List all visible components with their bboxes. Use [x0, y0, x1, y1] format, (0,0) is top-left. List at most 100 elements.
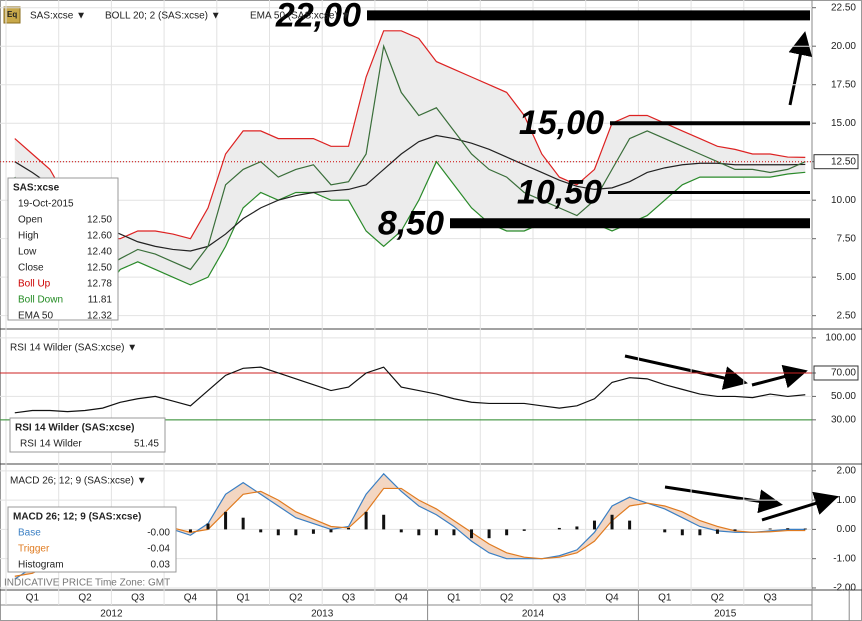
quarter-label: Q1 — [236, 593, 250, 604]
y-tick-label: -2.00 — [833, 583, 856, 594]
histogram-bar — [417, 529, 421, 536]
info-row-value: 12.32 — [87, 311, 112, 322]
info-row-label: Open — [18, 215, 42, 226]
info-row-value: -0.04 — [147, 544, 170, 555]
tick-box — [813, 365, 859, 381]
histogram-bar — [399, 529, 403, 533]
y-tick-label: 70.00 — [831, 368, 856, 379]
histogram-bar — [505, 529, 509, 536]
histogram-bar — [452, 529, 456, 536]
histogram-bar — [698, 529, 702, 536]
info-box — [7, 506, 177, 573]
arrow — [788, 31, 813, 106]
y-tick-label: 2.00 — [837, 465, 857, 476]
quarter-label: Q3 — [553, 593, 567, 604]
histogram-bar — [241, 517, 245, 530]
info-row-value: 12.50 — [87, 215, 112, 226]
quarter-label: Q1 — [447, 593, 461, 604]
y-tick-label: 2.50 — [837, 310, 857, 321]
year-label: 2012 — [100, 609, 123, 620]
info-row-value: 12.40 — [87, 247, 112, 258]
year-label: 2014 — [522, 609, 545, 620]
arrow — [664, 485, 783, 514]
series-line — [14, 366, 806, 414]
y-tick-label: 50.00 — [831, 391, 856, 402]
info-row-value: 12.50 — [87, 263, 112, 274]
histogram-bar — [663, 529, 667, 533]
info-box — [9, 417, 166, 453]
y-tick-label: 1.00 — [837, 495, 857, 506]
quarter-label: Q2 — [289, 593, 303, 604]
quarter-label: Q4 — [184, 593, 198, 604]
histogram-bar — [311, 529, 315, 534]
y-tick-label: 22.50 — [831, 2, 856, 13]
quarter-label: Q4 — [395, 593, 409, 604]
year-label: 2013 — [311, 609, 334, 620]
histogram-bar — [786, 528, 790, 530]
info-row-label: Boll Down — [18, 295, 63, 306]
quarter-label: Q4 — [605, 593, 619, 604]
toolbar-item: SAS:xcse ▼ — [30, 11, 86, 22]
info-row-label: Close — [18, 263, 44, 274]
histogram-bar — [768, 528, 772, 530]
histogram-bar — [188, 529, 192, 533]
histogram-bar — [592, 520, 596, 530]
quarter-label: Q3 — [763, 593, 777, 604]
histogram-bar — [470, 529, 474, 539]
quarter-label: Q3 — [131, 593, 145, 604]
series-line — [14, 30, 806, 240]
last-value-label: 12.50 — [831, 156, 856, 167]
info-row-label: Histogram — [18, 560, 64, 571]
series-line — [14, 43, 806, 278]
level-label: 8,50 — [378, 204, 444, 242]
info-row-label: RSI 14 Wilder — [20, 439, 82, 450]
info-box-title: MACD 26; 12; 9 (SAS:xcse) — [13, 512, 141, 523]
y-tick-label: 30.00 — [831, 414, 856, 425]
info-row-value: 51.45 — [134, 439, 159, 450]
eq-icon-text: Eq — [7, 10, 17, 19]
info-row-label: Trigger — [18, 544, 50, 555]
histogram-bar — [575, 526, 579, 530]
quarter-label: Q1 — [658, 593, 672, 604]
histogram-bar — [364, 511, 368, 530]
histogram-bar — [733, 529, 737, 531]
footer-note: INDICATIVE PRICE — [4, 578, 93, 589]
y-tick-label: 5.00 — [837, 272, 857, 283]
y-tick-label: 7.50 — [837, 233, 857, 244]
arrow — [761, 491, 839, 522]
histogram-bar — [628, 520, 632, 530]
info-row-value: 11.81 — [88, 295, 113, 306]
histogram-bar — [522, 529, 526, 531]
panel-title: RSI 14 Wilder (SAS:xcse) ▼ — [10, 343, 137, 354]
footer-note: Time Zone: GMT — [95, 578, 170, 589]
histogram-bar — [680, 529, 684, 536]
toolbar-item: EMA 50 (SAS:xcse) ▼ — [250, 11, 350, 22]
quarter-label: Q1 — [26, 593, 40, 604]
histogram-bar — [434, 529, 438, 536]
histogram-bar — [259, 529, 263, 533]
y-tick-label: -1.00 — [833, 553, 856, 564]
info-row-label: EMA 50 — [18, 311, 53, 322]
histogram-bar — [206, 523, 210, 530]
series-line — [14, 134, 806, 252]
histogram-bar — [557, 527, 561, 530]
info-box-title: SAS:xcse — [13, 183, 60, 194]
histogram-bar — [329, 529, 333, 533]
y-tick-label: 15.00 — [831, 118, 856, 129]
info-row-value: 12.60 — [87, 231, 112, 242]
histogram-bar — [715, 529, 719, 534]
info-row-value: -0.00 — [147, 528, 170, 539]
quarter-label: Q2 — [500, 593, 514, 604]
eq-icon[interactable] — [3, 6, 21, 24]
info-box-date: 19-Oct-2015 — [18, 199, 74, 210]
info-box — [7, 177, 119, 321]
info-row-label: High — [18, 231, 39, 242]
y-tick-label: 20.00 — [831, 41, 856, 52]
histogram-bar — [382, 514, 386, 530]
arrow — [624, 354, 748, 390]
info-row-label: Boll Up — [18, 279, 51, 290]
histogram-bar — [803, 528, 807, 530]
y-tick-label: 17.50 — [831, 79, 856, 90]
last-value-box — [813, 154, 859, 170]
